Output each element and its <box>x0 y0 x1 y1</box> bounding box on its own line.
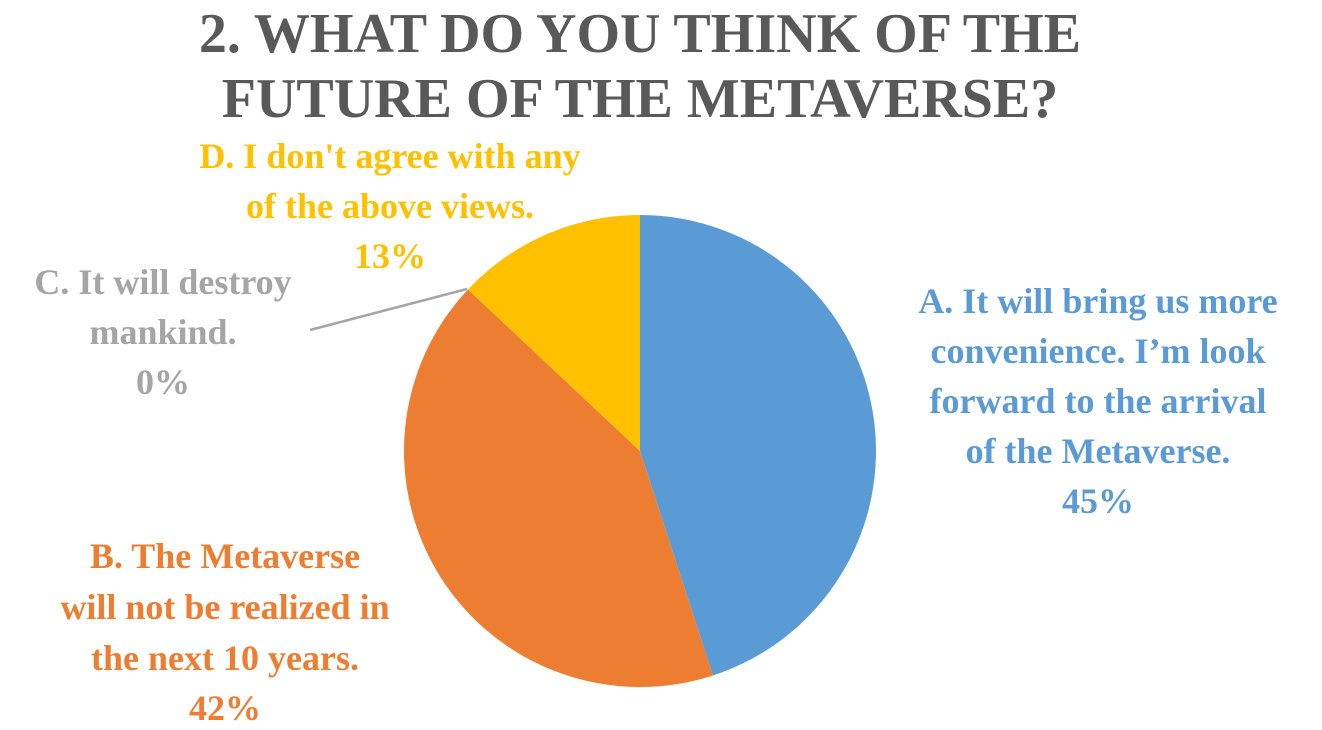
slice-label-b: B. The Metaverse will not be realized in t… <box>60 536 389 728</box>
pie-slice-d <box>467 215 640 451</box>
slice-label-c-line-1: C. It will destroy <box>34 262 291 302</box>
chart-title: 2. WHAT DO YOU THINK OF THE FUTURE OF TH… <box>199 3 1081 130</box>
slice-value-c: 0% <box>136 362 190 402</box>
slice-label-b-line-3: the next 10 years. <box>91 638 359 678</box>
slice-label-c-line-2: mankind. <box>89 312 236 352</box>
chart-title-line-1: 2. WHAT DO YOU THINK OF THE <box>199 3 1081 65</box>
slice-label-d-line-1: D. I don't agree with any <box>199 136 580 176</box>
slice-value-b: 42% <box>189 688 261 728</box>
pie-slice-b <box>403 289 713 688</box>
slice-label-d: D. I don't agree with any of the above vi… <box>199 136 580 276</box>
slice-label-a-line-4: of the Metaverse. <box>966 431 1231 471</box>
chart-title-line-2: FUTURE OF THE METAVERSE? <box>222 68 1059 130</box>
slice-label-b-line-1: B. The Metaverse <box>90 536 360 576</box>
slice-label-a-line-3: forward to the arrival <box>930 381 1267 421</box>
slice-label-a-line-2: convenience. I’m look <box>931 331 1266 371</box>
pie-slice-a <box>640 214 877 676</box>
slice-label-a: A. It will bring us more convenience. I’m… <box>918 281 1277 521</box>
slice-value-a: 45% <box>1062 481 1134 521</box>
slice-labels: A. It will bring us more convenience. I’m… <box>34 136 1277 728</box>
slice-label-b-line-2: will not be realized in <box>60 587 389 627</box>
slice-label-c: C. It will destroy mankind. 0% <box>34 262 291 402</box>
slice-label-d-line-2: of the above views. <box>246 186 534 226</box>
slice-value-d: 13% <box>354 236 426 276</box>
pie-slices <box>403 214 877 688</box>
slice-label-a-line-1: A. It will bring us more <box>918 281 1277 321</box>
slice-c-leader-line <box>309 287 468 332</box>
